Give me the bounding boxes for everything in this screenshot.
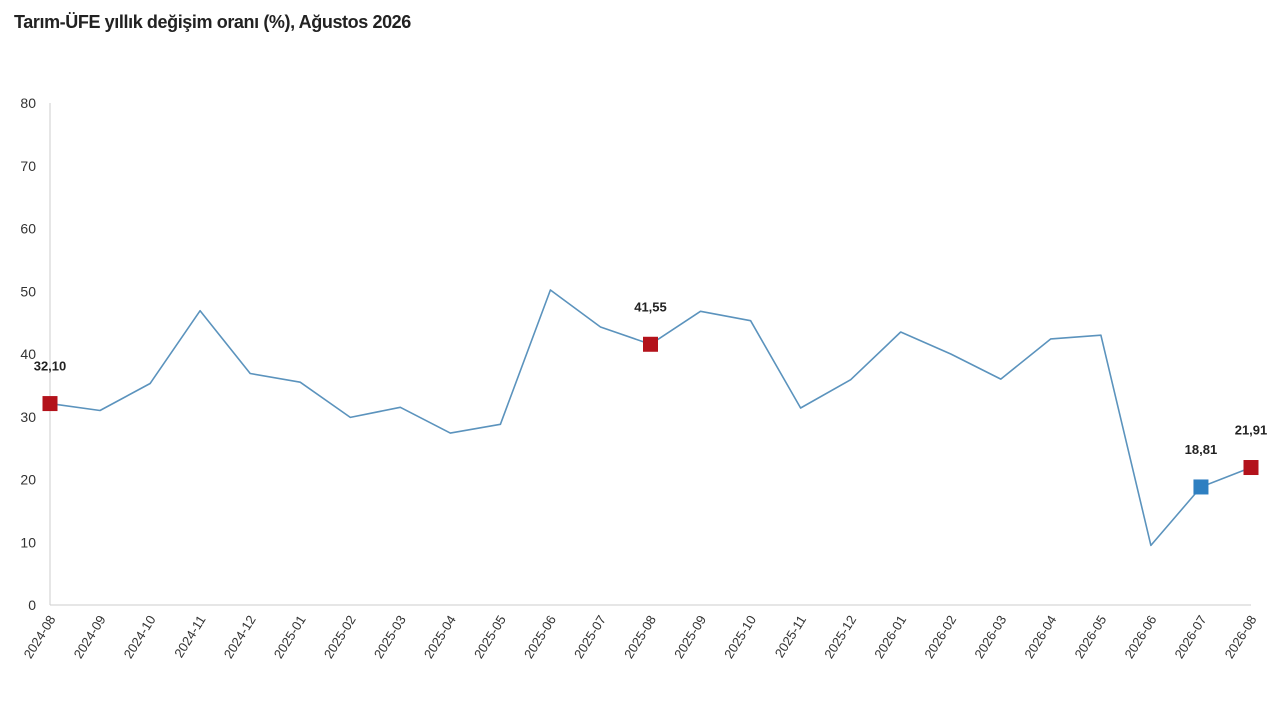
x-tick-label: 2024-08: [21, 613, 59, 661]
x-tick-label: 2026-01: [871, 613, 909, 661]
highlight-marker: [1243, 460, 1259, 476]
x-tick-label: 2025-04: [421, 613, 459, 661]
data-label: 18,81: [1185, 442, 1218, 457]
x-tick-label: 2026-05: [1071, 613, 1109, 661]
y-axis-labels: 0 10 20 30 40 50 60 70 80: [20, 95, 36, 613]
x-tick-label: 2026-08: [1222, 613, 1260, 661]
x-tick-label: 2026-06: [1121, 613, 1159, 661]
x-tick-label: 2025-03: [371, 613, 409, 661]
x-tick-label: 2026-04: [1021, 613, 1059, 661]
series-line: [49, 289, 1252, 547]
x-tick-label: 2024-11: [171, 613, 208, 661]
y-tick-label: 50: [20, 283, 36, 299]
y-tick-label: 20: [20, 472, 36, 488]
x-tick-label: 2026-02: [921, 613, 959, 661]
chart-title: Tarım-ÜFE yıllık değişim oranı (%), Ağus…: [14, 12, 411, 32]
y-tick-label: 40: [20, 346, 36, 362]
x-tick-label: 2026-07: [1171, 613, 1209, 661]
data-label: 32,10: [34, 359, 67, 374]
x-tick-label: 2025-07: [571, 613, 609, 661]
x-axis-labels: 2024-08 2024-09 2024-10 2024-11 2024-12 2025-…: [21, 613, 1260, 661]
y-tick-label: 70: [20, 158, 36, 174]
axes: [49, 103, 1251, 606]
x-tick-label: 2024-09: [71, 613, 109, 661]
y-tick-label: 60: [20, 221, 36, 237]
x-tick-label: 2025-02: [321, 613, 359, 661]
y-tick-label: 10: [20, 534, 36, 550]
x-tick-label: 2026-03: [971, 613, 1009, 661]
highlight-markers: [42, 336, 1259, 495]
x-tick-label: 2025-08: [621, 613, 659, 661]
x-tick-label: 2025-12: [821, 613, 859, 661]
x-tick-label: 2024-12: [221, 613, 259, 661]
series-lines: [49, 289, 1252, 547]
x-tick-label: 2025-06: [521, 613, 559, 661]
x-tick-label: 2025-10: [721, 613, 759, 661]
highlight-marker: [1193, 479, 1209, 495]
y-tick-label: 80: [20, 95, 36, 111]
highlight-marker: [643, 336, 658, 352]
data-labels: 32,10 41,55 18,81 21,91: [34, 299, 1268, 457]
highlight-marker: [42, 396, 58, 412]
x-tick-label: 2025-05: [471, 613, 509, 661]
y-tick-label: 30: [20, 409, 36, 425]
data-label: 41,55: [634, 299, 667, 314]
y-tick-label: 0: [28, 597, 36, 613]
x-tick-label: 2025-01: [271, 613, 309, 661]
x-tick-label: 2024-10: [121, 613, 159, 661]
x-tick-label: 2025-09: [671, 613, 709, 661]
x-tick-label: 2025-11: [772, 613, 809, 661]
data-label: 21,91: [1235, 423, 1268, 438]
